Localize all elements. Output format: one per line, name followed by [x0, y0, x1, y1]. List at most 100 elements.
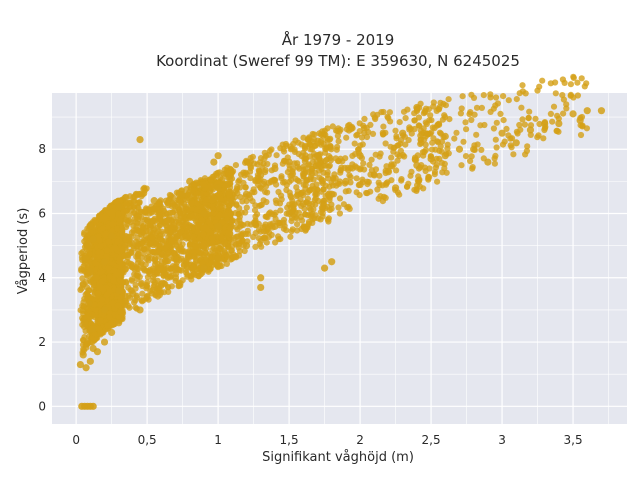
scatter-point	[395, 142, 402, 149]
scatter-point	[526, 108, 533, 115]
x-tick-label: 1	[214, 433, 222, 447]
chart-title-line-2: Koordinat (Sweref 99 TM): E 359630, N 62…	[156, 52, 520, 70]
scatter-point	[282, 140, 289, 148]
scatter-point	[131, 299, 138, 306]
scatter-point	[109, 220, 116, 228]
scatter-point	[214, 254, 222, 263]
scatter-point	[147, 223, 154, 230]
scatter-point	[128, 276, 135, 283]
scatter-point	[93, 348, 102, 356]
scatter-point	[119, 246, 126, 253]
scatter-point	[215, 191, 222, 198]
scatter-point	[281, 178, 288, 185]
scatter-point	[328, 258, 336, 266]
scatter-point	[247, 221, 254, 228]
scatter-point	[300, 163, 307, 170]
scatter-point	[134, 265, 141, 272]
scatter-point	[258, 243, 265, 250]
scatter-point	[203, 196, 210, 203]
scatter-point	[172, 218, 180, 225]
scatter-point	[242, 242, 251, 250]
scatter-point	[143, 254, 151, 263]
scatter-point	[405, 137, 412, 144]
scatter-point	[286, 165, 293, 173]
scatter-point	[292, 175, 299, 182]
scatter-point	[171, 229, 180, 237]
scatter-point	[134, 199, 141, 206]
scatter-point	[393, 167, 400, 174]
scatter-point	[98, 278, 105, 285]
scatter-point	[170, 237, 177, 244]
scatter-point	[86, 250, 93, 257]
scatter-point	[439, 116, 446, 123]
scatter-point	[577, 131, 585, 139]
scatter-point	[411, 186, 418, 193]
scatter-point	[229, 217, 236, 224]
scatter-point	[252, 176, 259, 184]
scatter-point	[114, 225, 121, 232]
scatter-point	[92, 217, 99, 224]
scatter-point	[382, 140, 389, 147]
x-tick-label: 3,5	[564, 433, 583, 447]
scatter-point	[156, 200, 163, 207]
scatter-point	[224, 199, 231, 206]
scatter-point	[435, 106, 442, 113]
scatter-point	[406, 126, 413, 133]
scatter-point	[91, 274, 99, 281]
scatter-point	[295, 150, 302, 158]
scatter-point	[195, 272, 202, 280]
scatter-point	[132, 281, 139, 288]
scatter-point	[392, 127, 399, 134]
scatter-point	[236, 213, 243, 220]
scatter-point	[135, 228, 142, 235]
scatter-point	[234, 183, 241, 190]
scatter-point	[173, 259, 180, 266]
scatter-point	[416, 177, 423, 184]
scatter-point	[190, 270, 197, 277]
scatter-point	[115, 319, 123, 327]
scatter-point	[100, 258, 109, 266]
scatter-point	[160, 205, 167, 212]
scatter-point	[76, 360, 84, 369]
scatter-point	[377, 193, 384, 200]
scatter-point	[320, 264, 329, 272]
scatter-point	[408, 168, 415, 175]
scatter-point	[111, 267, 118, 274]
scatter-point	[200, 231, 207, 238]
scatter-point	[369, 130, 377, 137]
scatter-point	[167, 224, 174, 231]
scatter-point	[138, 254, 145, 261]
scatter-point	[179, 277, 186, 284]
scatter-point	[563, 105, 570, 112]
scatter-point	[386, 109, 393, 116]
scatter-point	[559, 76, 567, 83]
scatter-point	[123, 201, 130, 208]
scatter-point	[462, 119, 469, 126]
scatter-point	[202, 250, 209, 257]
scatter-point	[140, 246, 148, 253]
scatter-point	[361, 115, 368, 122]
scatter-point	[498, 129, 506, 137]
scatter-point	[136, 306, 144, 314]
scatter-point	[305, 161, 312, 168]
scatter-point	[361, 129, 368, 136]
scatter-point	[402, 141, 409, 148]
scatter-point	[166, 191, 173, 199]
scatter-point	[391, 184, 400, 192]
scatter-point	[387, 118, 394, 125]
scatter-point	[280, 225, 287, 232]
scatter-point	[523, 147, 531, 155]
scatter-point	[466, 111, 473, 118]
scatter-point	[427, 112, 434, 119]
scatter-point	[512, 139, 520, 147]
scatter-point	[443, 169, 450, 176]
scatter-point	[134, 270, 141, 277]
scatter-point	[328, 190, 336, 198]
scatter-point	[205, 218, 212, 225]
scatter-point	[127, 240, 134, 247]
scatter-point	[294, 163, 301, 171]
scatter-point	[307, 174, 314, 181]
y-tick-label: 0	[38, 399, 46, 413]
scatter-point	[208, 197, 215, 204]
scatter-point	[151, 205, 158, 212]
